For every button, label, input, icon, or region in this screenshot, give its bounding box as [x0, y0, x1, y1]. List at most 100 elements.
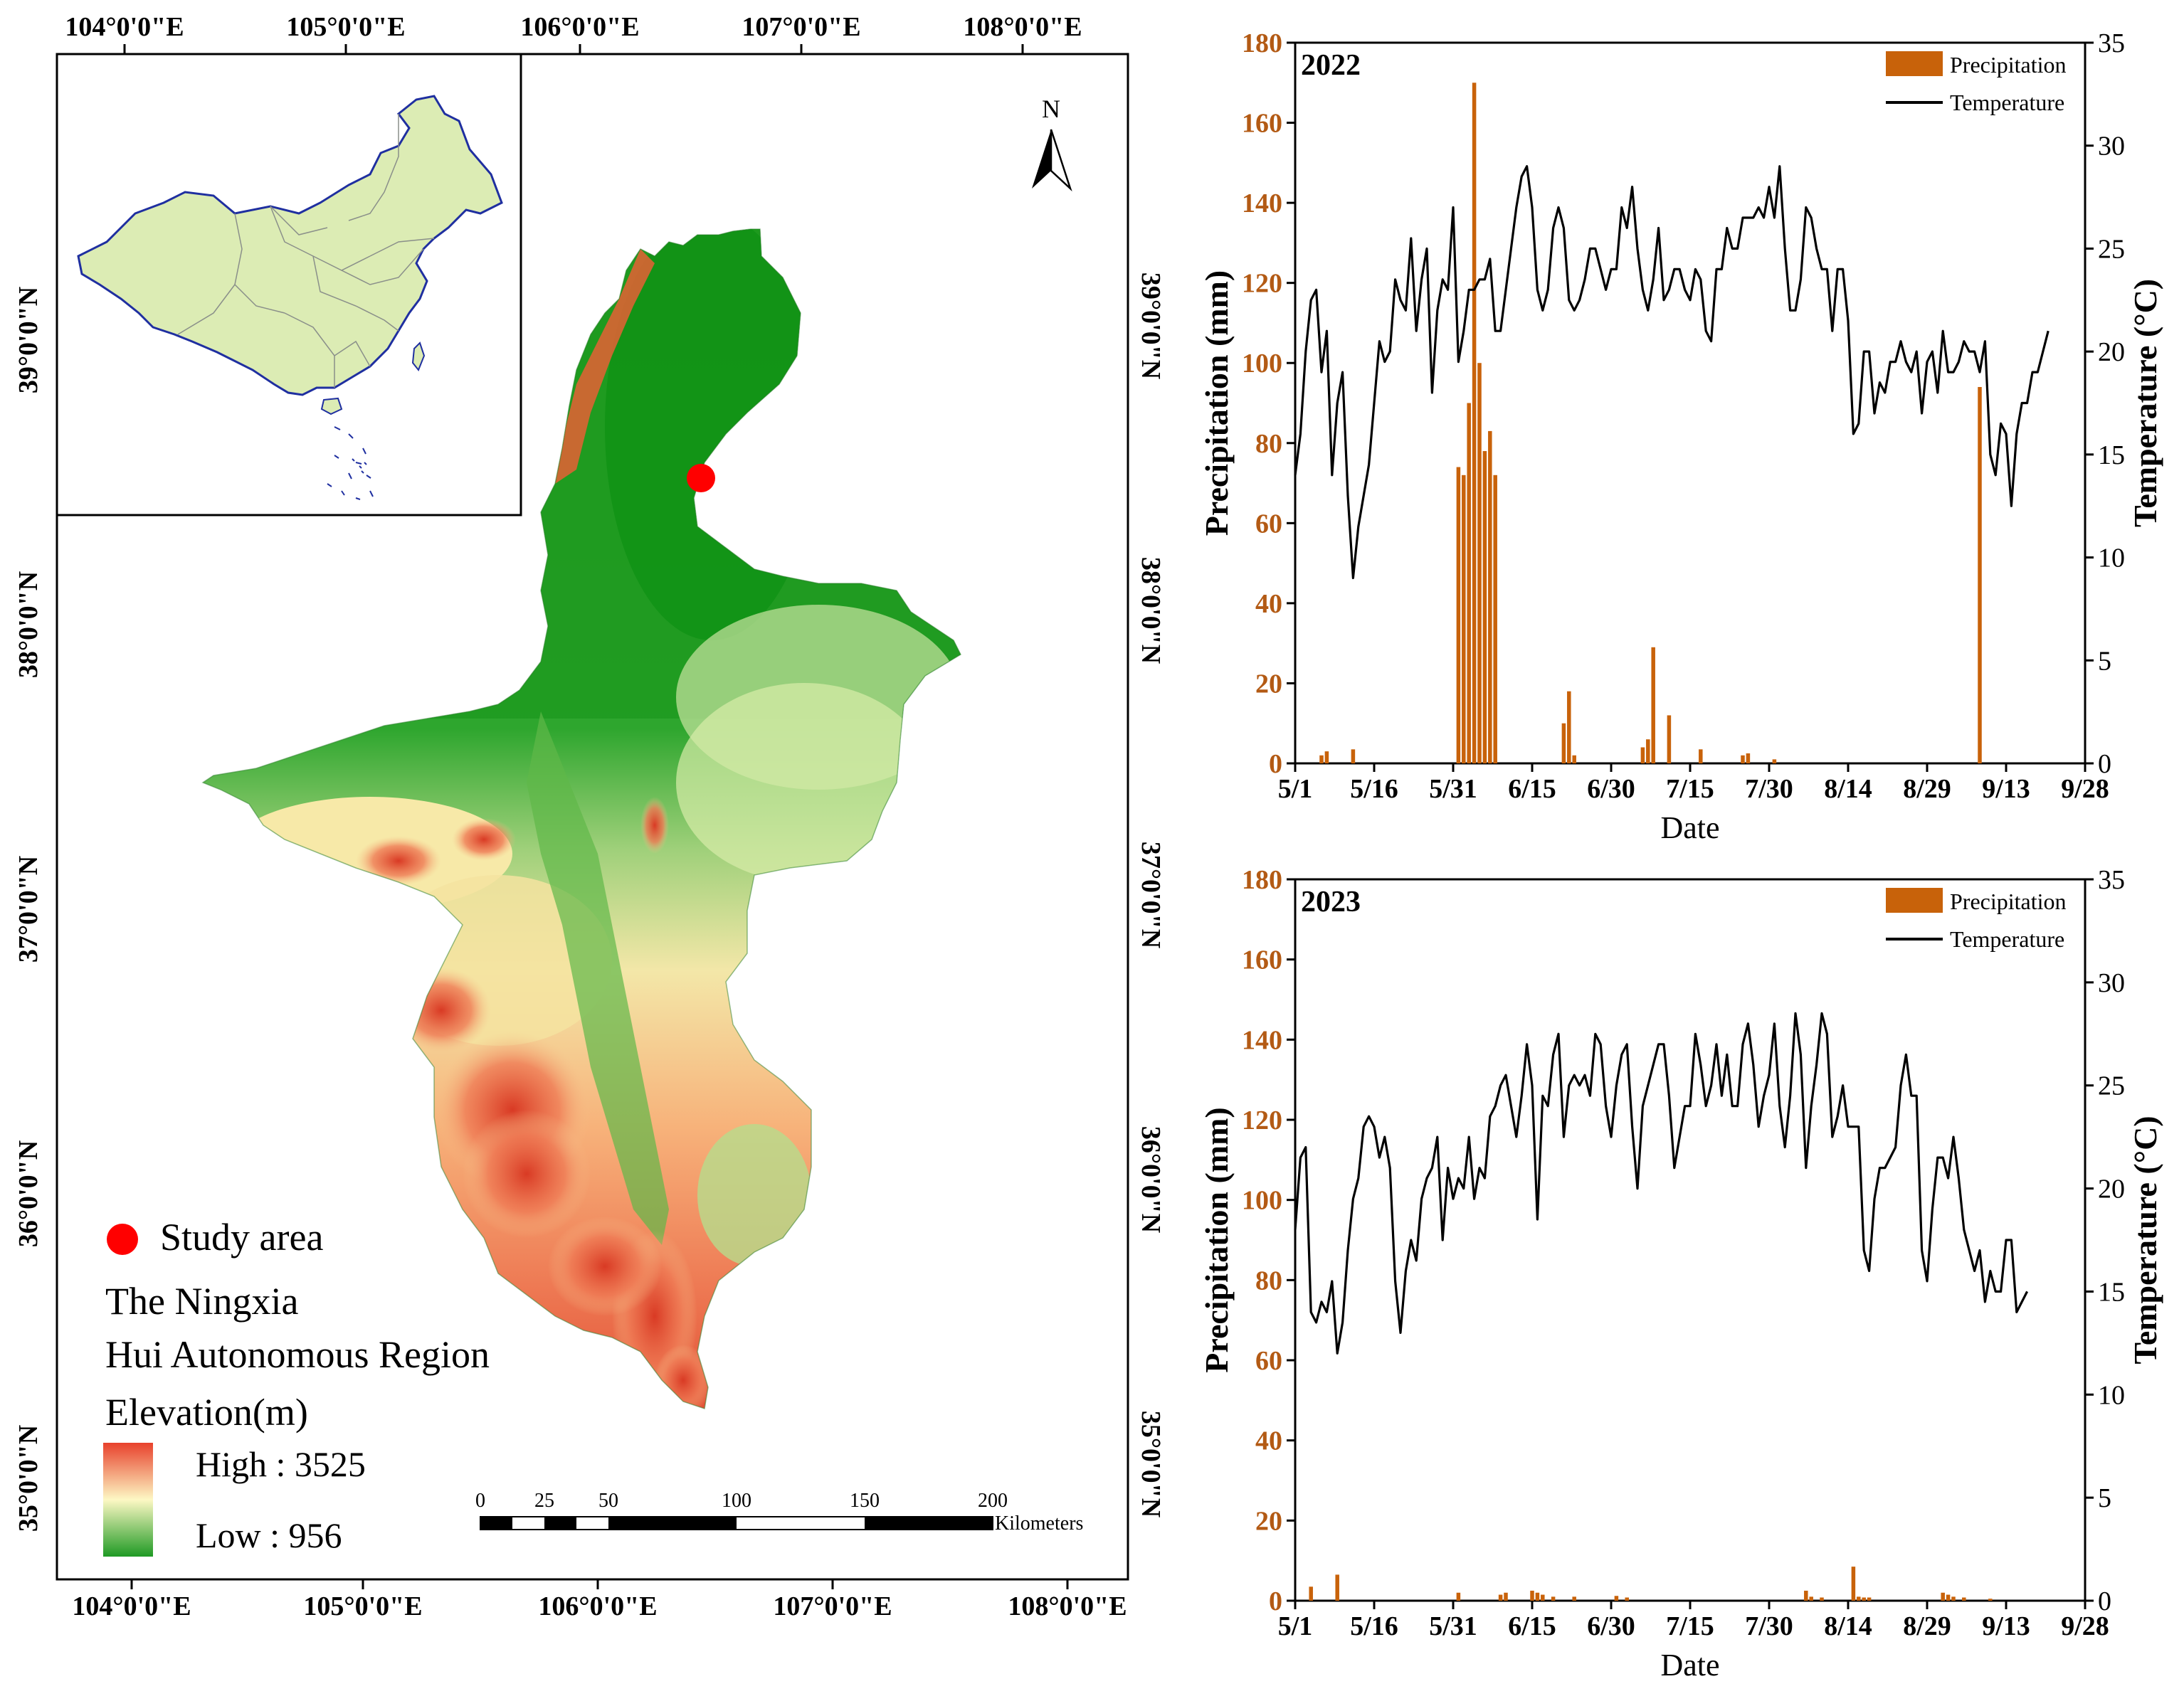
precip-bar: [1640, 747, 1645, 763]
x-tick-label: 8/29: [1903, 774, 1951, 804]
lon-label-top: 104°0'0"E: [65, 12, 184, 42]
x-tick-label: 7/30: [1745, 1611, 1793, 1641]
map-ticks: [123, 44, 1069, 1589]
y-tick-label-left: 120: [1242, 269, 1282, 299]
scale-tick-label: 200: [978, 1490, 1008, 1512]
temperature-line: [1294, 1012, 2029, 1355]
x-tick-label: 7/15: [1666, 774, 1714, 804]
x-tick-label: 8/29: [1903, 1611, 1951, 1641]
precip-bar: [1493, 475, 1497, 763]
x-tick-label: 9/28: [2061, 1611, 2109, 1641]
lat-labels-right: 39°0'0"N 38°0'0"N 37°0'0"N 36°0'0"N 35°0…: [1136, 272, 1166, 1517]
y-tick-label-right: 35: [2098, 865, 2125, 895]
precip-bar: [1335, 1574, 1339, 1601]
x-axis-title: Date: [1660, 810, 1719, 845]
precip-bar: [1946, 1594, 1951, 1601]
legend-precip-label: Precipitation: [1950, 52, 2067, 78]
y-tick-label-left: 100: [1242, 1186, 1282, 1216]
precip-bar: [1467, 403, 1471, 763]
precip-bar: [1498, 1594, 1503, 1601]
lat-label-right: 38°0'0"N: [1136, 557, 1166, 664]
precip-bar: [1488, 430, 1492, 763]
y-tick-label-right: 30: [2098, 132, 2125, 161]
precip-bar: [1867, 1597, 1872, 1601]
hainan-island: [320, 397, 343, 415]
y-tick-label-left: 20: [1255, 669, 1282, 699]
panel-year-label: 2022: [1301, 49, 1361, 82]
y-tick-label-left: 140: [1242, 1025, 1282, 1055]
precip-bar: [1804, 1590, 1808, 1601]
y-tick-label-right: 10: [2098, 544, 2125, 573]
inset-china-map: [56, 53, 522, 516]
x-tick-label: 6/30: [1587, 1611, 1635, 1641]
scale-tick-label: 50: [598, 1490, 618, 1512]
precip-bar: [1746, 753, 1751, 763]
precip-bar: [1962, 1597, 1966, 1601]
china-outline: [77, 95, 503, 396]
y-tick-label-left: 40: [1255, 1426, 1282, 1456]
x-axis-title: Date: [1660, 1648, 1719, 1683]
y-tick-label-right: 30: [2098, 968, 2125, 998]
scale-tick-label: 150: [850, 1490, 880, 1512]
north-arrow: N: [1032, 95, 1072, 192]
scale-tick-label: 100: [722, 1490, 751, 1512]
north-label: N: [1042, 95, 1060, 123]
lat-label-right: 39°0'0"N: [1136, 272, 1166, 379]
precip-bar: [1567, 691, 1571, 763]
x-tick-label: 5/31: [1429, 1611, 1477, 1641]
map-legend: Study area The Ningxia Hui Autonomous Re…: [103, 1216, 490, 1557]
chart-2023: 0 20 40 60 80 100 120 140 160 180 0 5 10 15 20 25 30 35 5/…: [1198, 865, 2163, 1683]
y-tick-label-right: 15: [2098, 440, 2125, 470]
precip-bar: [1772, 759, 1777, 763]
lat-label-right: 36°0'0"N: [1136, 1126, 1166, 1233]
precip-bar: [1646, 739, 1650, 763]
precip-bar: [1741, 755, 1745, 763]
y-tick-label-left: 180: [1242, 865, 1282, 895]
y-tick-label-right: 25: [2098, 1071, 2125, 1101]
map-panel: 104°0'0"E 105°0'0"E 106°0'0"E 107°0'0"E …: [14, 12, 1166, 1621]
precip-bar: [1820, 1597, 1824, 1601]
precip-bar: [1651, 647, 1655, 763]
precip-bar: [1472, 83, 1477, 764]
y-tick-label-right: 5: [2098, 1483, 2111, 1513]
legend-elevation-title: Elevation(m): [105, 1391, 308, 1434]
legend-low: Low : 956: [196, 1515, 342, 1555]
legend-study-area-dot: [107, 1224, 138, 1255]
scale-tick-label: 25: [534, 1490, 554, 1512]
lon-label-bottom: 105°0'0"E: [303, 1591, 422, 1621]
x-tick-label: 5/16: [1350, 774, 1398, 804]
lon-labels-top: 104°0'0"E 105°0'0"E 106°0'0"E 107°0'0"E …: [65, 12, 1082, 42]
lon-label-bottom: 106°0'0"E: [538, 1591, 657, 1621]
taiwan-island: [411, 341, 426, 371]
precip-bar: [1625, 1597, 1629, 1601]
precip-bar: [1456, 467, 1461, 763]
lon-label-top: 106°0'0"E: [520, 12, 639, 42]
x-tick-label: 5/1: [1278, 774, 1313, 804]
study-area-marker: [687, 464, 715, 492]
y-tick-label-left: 100: [1242, 349, 1282, 378]
y-tick-label-right: 5: [2098, 646, 2111, 676]
x-tick-label: 7/30: [1745, 774, 1793, 804]
y-tick-label-left: 160: [1242, 109, 1282, 139]
precip-bar: [1504, 1592, 1508, 1601]
x-tick-label: 6/15: [1508, 1611, 1556, 1641]
x-tick-label: 6/15: [1508, 774, 1556, 804]
province-lines: [177, 114, 435, 388]
x-tick-label: 5/31: [1429, 774, 1477, 804]
precip-bar: [1851, 1567, 1856, 1601]
precip-bar: [1541, 1594, 1545, 1601]
legend-temp-label: Temperature: [1950, 90, 2064, 115]
precip-bar: [1551, 1596, 1556, 1601]
south-sea-islands: [327, 426, 374, 500]
precip-bar: [1988, 1599, 1993, 1601]
legend-precip-swatch: [1886, 888, 1943, 913]
precip-bar: [1324, 751, 1329, 763]
y-tick-label-left: 0: [1269, 1586, 1282, 1616]
lon-label-bottom: 104°0'0"E: [72, 1591, 191, 1621]
x-tick-label: 8/14: [1824, 1611, 1872, 1641]
y-tick-label-right: 25: [2098, 234, 2125, 264]
scale-tick-label: 0: [475, 1490, 485, 1512]
lon-label-bottom: 107°0'0"E: [773, 1591, 892, 1621]
lon-labels-bottom: 104°0'0"E 105°0'0"E 106°0'0"E 107°0'0"E …: [72, 1591, 1127, 1621]
precip-bar: [1530, 1590, 1534, 1601]
